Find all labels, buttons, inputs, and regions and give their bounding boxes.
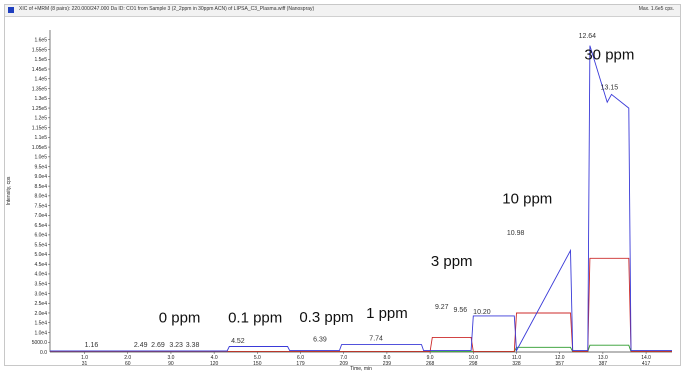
x-tick-scan-label: 268 bbox=[426, 361, 435, 367]
peak-label: 6.39 bbox=[313, 336, 327, 343]
y-tick-label: 1.4e5 bbox=[34, 77, 47, 83]
series-line bbox=[50, 257, 672, 352]
concentration-annotation: 0.3 ppm bbox=[299, 309, 353, 326]
y-tick-label: 5.0e4 bbox=[34, 252, 47, 258]
y-tick-label: 8.5e4 bbox=[34, 184, 47, 190]
concentration-annotation: 0.1 ppm bbox=[228, 310, 282, 327]
y-tick-label: 2.0e4 bbox=[34, 311, 47, 317]
peak-label: 9.56 bbox=[454, 307, 468, 314]
y-tick-label: 5.5e4 bbox=[34, 242, 47, 248]
x-tick-label: 12.0 bbox=[555, 355, 565, 361]
x-axis-label: Time, min bbox=[350, 366, 372, 371]
series-line bbox=[50, 45, 672, 353]
y-tick-label: 1.0e5 bbox=[34, 155, 47, 161]
y-tick-label: 3.0e4 bbox=[34, 291, 47, 297]
x-tick-label: 11.0 bbox=[512, 355, 522, 361]
x-tick-label: 9.0 bbox=[427, 355, 434, 361]
x-tick-scan-label: 357 bbox=[556, 361, 565, 367]
y-tick-label: 1.1e5 bbox=[34, 135, 47, 141]
x-tick-label: 6.0 bbox=[297, 355, 304, 361]
concentration-annotation: 1 ppm bbox=[366, 305, 408, 322]
chart-title: XIC of +MRM (8 pairs): 220.000/247.000 D… bbox=[19, 6, 315, 12]
peak-label: 4.52 bbox=[231, 338, 245, 345]
x-tick-label: 3.0 bbox=[167, 355, 174, 361]
y-tick-label: 1.0e4 bbox=[34, 330, 47, 336]
x-tick-scan-label: 31 bbox=[82, 361, 88, 367]
y-tick-label: 1.25e5 bbox=[32, 106, 48, 112]
y-tick-label: 1.45e5 bbox=[32, 67, 48, 73]
y-tick-label: 1.15e5 bbox=[32, 125, 48, 131]
x-tick-label: 10.0 bbox=[468, 355, 478, 361]
y-tick-label: 1.5e4 bbox=[34, 321, 47, 327]
peak-label: 2.49 bbox=[134, 342, 148, 349]
y-tick-label: 1.5e5 bbox=[34, 57, 47, 63]
x-tick-scan-label: 90 bbox=[168, 361, 174, 367]
peak-label: 7.74 bbox=[369, 335, 383, 342]
peak-label: 2.69 bbox=[151, 342, 165, 349]
x-tick-label: 13.0 bbox=[598, 355, 608, 361]
window-icon bbox=[8, 7, 14, 13]
y-tick-label: 1.6e5 bbox=[34, 38, 47, 44]
x-tick-scan-label: 60 bbox=[125, 361, 131, 367]
y-tick-label: 4.5e4 bbox=[34, 262, 47, 268]
peak-label: 12.64 bbox=[579, 33, 597, 40]
y-tick-label: 0.0 bbox=[40, 350, 47, 356]
y-tick-label: 6.5e4 bbox=[34, 223, 47, 229]
peak-label: 3.23 bbox=[169, 342, 183, 349]
x-tick-label: 8.0 bbox=[383, 355, 390, 361]
y-axis-label: Intensity, cps bbox=[6, 176, 12, 205]
x-tick-scan-label: 239 bbox=[383, 361, 392, 367]
x-tick-scan-label: 179 bbox=[296, 361, 305, 367]
y-tick-label: 7.5e4 bbox=[34, 203, 47, 209]
y-tick-label: 1.55e5 bbox=[32, 47, 48, 53]
max-intensity-label: Max. 1.6e5 cps. bbox=[638, 6, 674, 12]
concentration-annotation: 3 ppm bbox=[431, 253, 473, 270]
x-tick-label: 5.0 bbox=[254, 355, 261, 361]
y-tick-label: 1.2e5 bbox=[34, 116, 47, 122]
concentration-annotation: 0 ppm bbox=[159, 310, 201, 327]
chart-title-bar: XIC of +MRM (8 pairs): 220.000/247.000 D… bbox=[5, 5, 680, 17]
y-tick-label: 1.35e5 bbox=[32, 86, 48, 92]
concentration-annotation: 30 ppm bbox=[584, 46, 634, 63]
peak-label: 9.27 bbox=[435, 304, 449, 311]
x-tick-label: 14.0 bbox=[641, 355, 651, 361]
y-tick-label: 9.5e4 bbox=[34, 164, 47, 170]
y-tick-label: 1.3e5 bbox=[34, 96, 47, 102]
y-tick-label: 4.0e4 bbox=[34, 272, 47, 278]
x-tick-scan-label: 209 bbox=[340, 361, 349, 367]
y-tick-label: 5000.0 bbox=[32, 340, 48, 346]
y-tick-label: 6.0e4 bbox=[34, 233, 47, 239]
y-tick-label: 2.5e4 bbox=[34, 301, 47, 307]
peak-label: 10.98 bbox=[507, 230, 525, 237]
x-tick-label: 4.0 bbox=[211, 355, 218, 361]
peak-label: 13.15 bbox=[601, 85, 619, 92]
x-tick-label: 1.0 bbox=[81, 355, 88, 361]
x-tick-label: 2.0 bbox=[124, 355, 131, 361]
x-tick-scan-label: 150 bbox=[253, 361, 262, 367]
y-tick-label: 9.0e4 bbox=[34, 174, 47, 180]
x-tick-scan-label: 298 bbox=[469, 361, 478, 367]
x-tick-scan-label: 328 bbox=[512, 361, 521, 367]
peak-label: 3.38 bbox=[186, 342, 200, 349]
x-tick-scan-label: 417 bbox=[642, 361, 651, 367]
y-tick-label: 7.0e4 bbox=[34, 213, 47, 219]
y-tick-label: 1.05e5 bbox=[32, 145, 48, 151]
chromatogram-window: XIC of +MRM (8 pairs): 220.000/247.000 D… bbox=[4, 4, 681, 366]
y-tick-label: 8.0e4 bbox=[34, 194, 47, 200]
peak-label: 10.20 bbox=[473, 309, 491, 316]
y-tick-label: 3.5e4 bbox=[34, 281, 47, 287]
x-tick-label: 7.0 bbox=[340, 355, 347, 361]
peak-label: 1.16 bbox=[85, 342, 99, 349]
x-tick-scan-label: 387 bbox=[599, 361, 608, 367]
x-tick-scan-label: 120 bbox=[210, 361, 219, 367]
concentration-annotation: 10 ppm bbox=[502, 191, 552, 208]
